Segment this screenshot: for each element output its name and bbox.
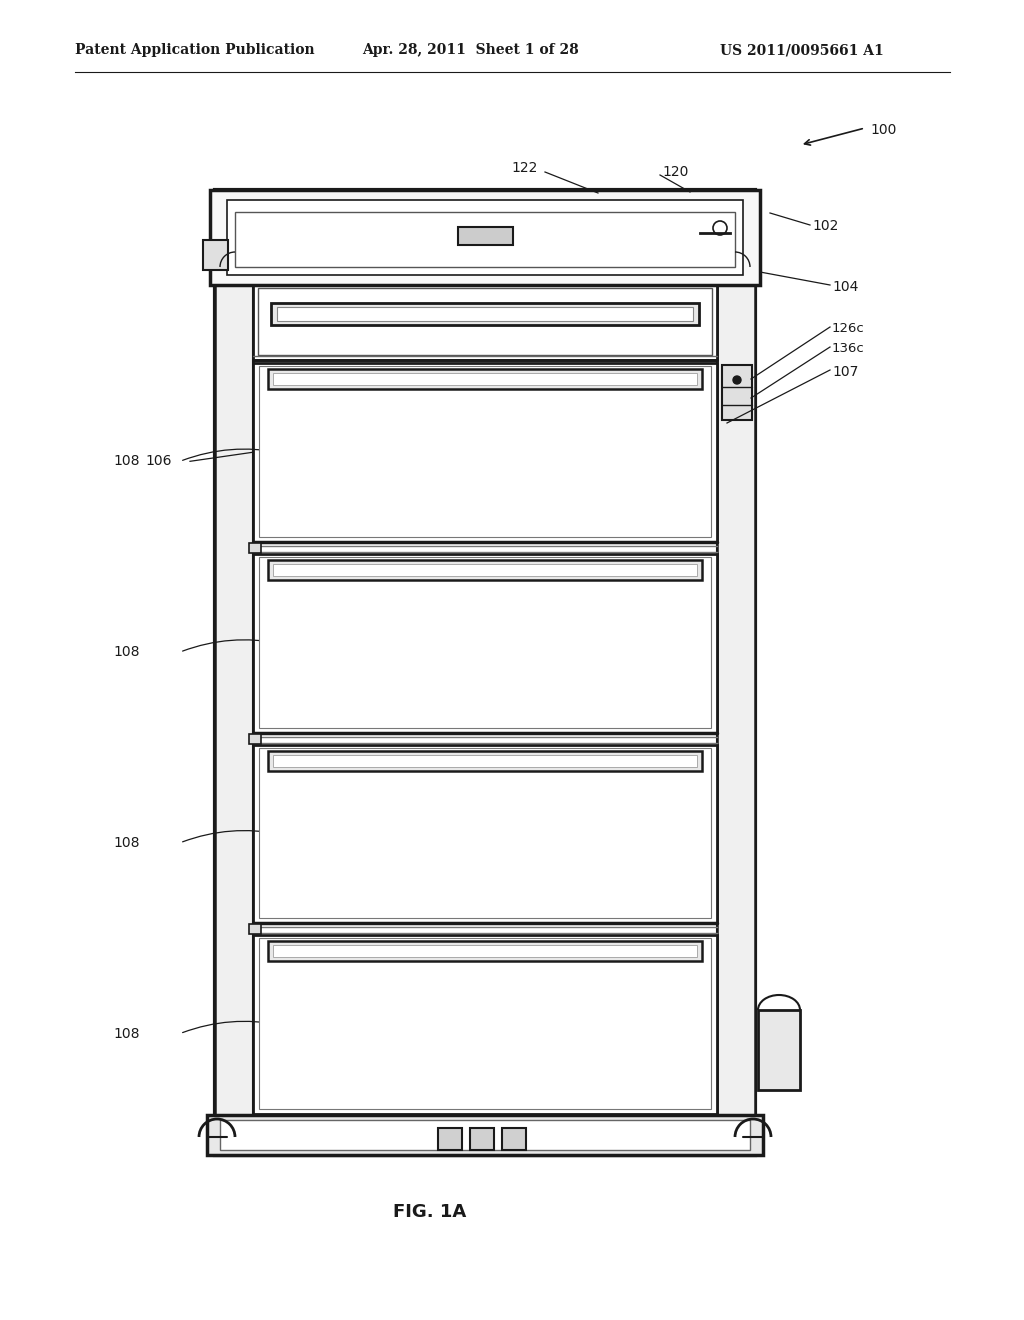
Text: 126c: 126c: [831, 322, 864, 334]
Text: Apr. 28, 2011  Sheet 1 of 28: Apr. 28, 2011 Sheet 1 of 28: [362, 44, 579, 57]
Bar: [259, 557, 711, 727]
Bar: [278, 308, 693, 321]
Bar: [207, 1115, 763, 1155]
Text: 122: 122: [512, 161, 538, 176]
Bar: [249, 734, 261, 743]
Text: 108: 108: [114, 1027, 140, 1040]
Text: Patent Application Publication: Patent Application Publication: [75, 44, 314, 57]
Text: 102: 102: [812, 219, 839, 234]
Bar: [259, 747, 711, 919]
Bar: [253, 285, 717, 360]
Bar: [268, 751, 702, 771]
Bar: [227, 201, 743, 275]
Text: 100: 100: [870, 123, 896, 137]
Bar: [249, 924, 261, 935]
Bar: [470, 1129, 494, 1150]
Bar: [273, 945, 697, 957]
Bar: [268, 941, 702, 961]
Text: 107: 107: [831, 366, 858, 379]
Bar: [234, 213, 735, 267]
Bar: [273, 755, 697, 767]
Text: 104: 104: [831, 280, 858, 294]
Bar: [258, 288, 712, 355]
Bar: [259, 939, 711, 1109]
Text: 108: 108: [114, 454, 140, 469]
Bar: [458, 227, 512, 246]
Bar: [259, 366, 711, 537]
Bar: [268, 370, 702, 389]
Text: 120: 120: [662, 165, 688, 180]
Text: 106: 106: [145, 454, 171, 469]
Bar: [253, 363, 717, 541]
Bar: [215, 271, 253, 1119]
Text: 108: 108: [114, 836, 140, 850]
Bar: [271, 304, 699, 325]
Bar: [273, 374, 697, 385]
Text: 136c: 136c: [831, 342, 864, 355]
Bar: [717, 271, 755, 1119]
Text: FIG. 1A: FIG. 1A: [393, 1203, 467, 1221]
Circle shape: [733, 376, 741, 384]
Bar: [210, 190, 760, 285]
Text: US 2011/0095661 A1: US 2011/0095661 A1: [720, 44, 884, 57]
Bar: [502, 1129, 526, 1150]
Bar: [215, 190, 755, 1155]
Bar: [438, 1129, 462, 1150]
Bar: [203, 240, 228, 271]
Bar: [253, 744, 717, 923]
Bar: [249, 543, 261, 553]
Bar: [220, 1119, 750, 1150]
Bar: [273, 564, 697, 576]
Bar: [253, 554, 717, 733]
Bar: [253, 936, 717, 1114]
Text: 108: 108: [114, 645, 140, 659]
Bar: [268, 560, 702, 579]
Bar: [722, 366, 752, 420]
Bar: [758, 1010, 800, 1090]
